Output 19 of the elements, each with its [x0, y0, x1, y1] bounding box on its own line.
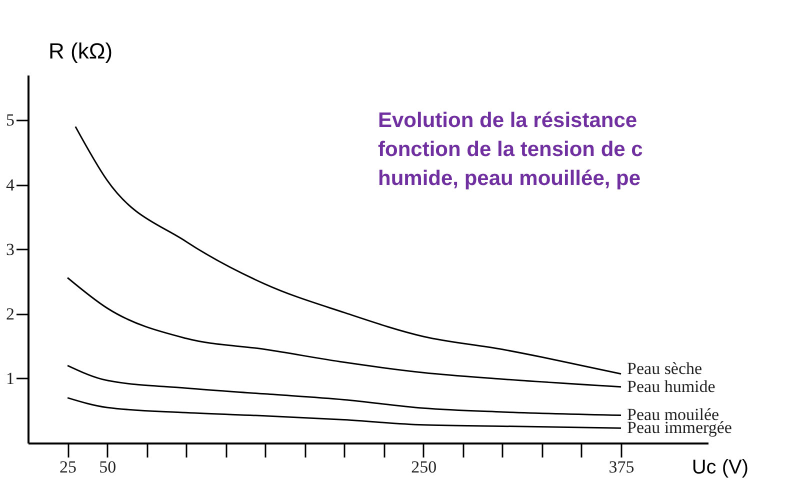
- x-axis-title: Uc (V): [692, 456, 748, 478]
- x-tick-label: 50: [99, 458, 116, 476]
- line-series: [66, 364, 622, 416]
- x-tick-label: 375: [608, 458, 634, 476]
- y-tick-label: 5: [6, 110, 14, 130]
- text: humide, peau mouillée, pe: [378, 167, 641, 190]
- text: fonction de la tension de c: [378, 138, 643, 161]
- y-axis-title: R (kΩ): [48, 38, 113, 64]
- series-label: Peau humide: [627, 376, 716, 396]
- y-tick-label: 4: [6, 175, 15, 194]
- series-label: Peau sèche: [627, 358, 702, 378]
- x-tick-label: 25: [60, 458, 77, 476]
- line-series: [66, 397, 622, 429]
- y-tick-label: 3: [6, 240, 14, 259]
- x-tick-label: 250: [411, 458, 437, 476]
- y-tick-label: 2: [6, 304, 14, 324]
- text: Evolution de la résistance: [378, 109, 638, 132]
- y-tick-label: 1: [6, 368, 14, 388]
- line-series: [66, 276, 622, 388]
